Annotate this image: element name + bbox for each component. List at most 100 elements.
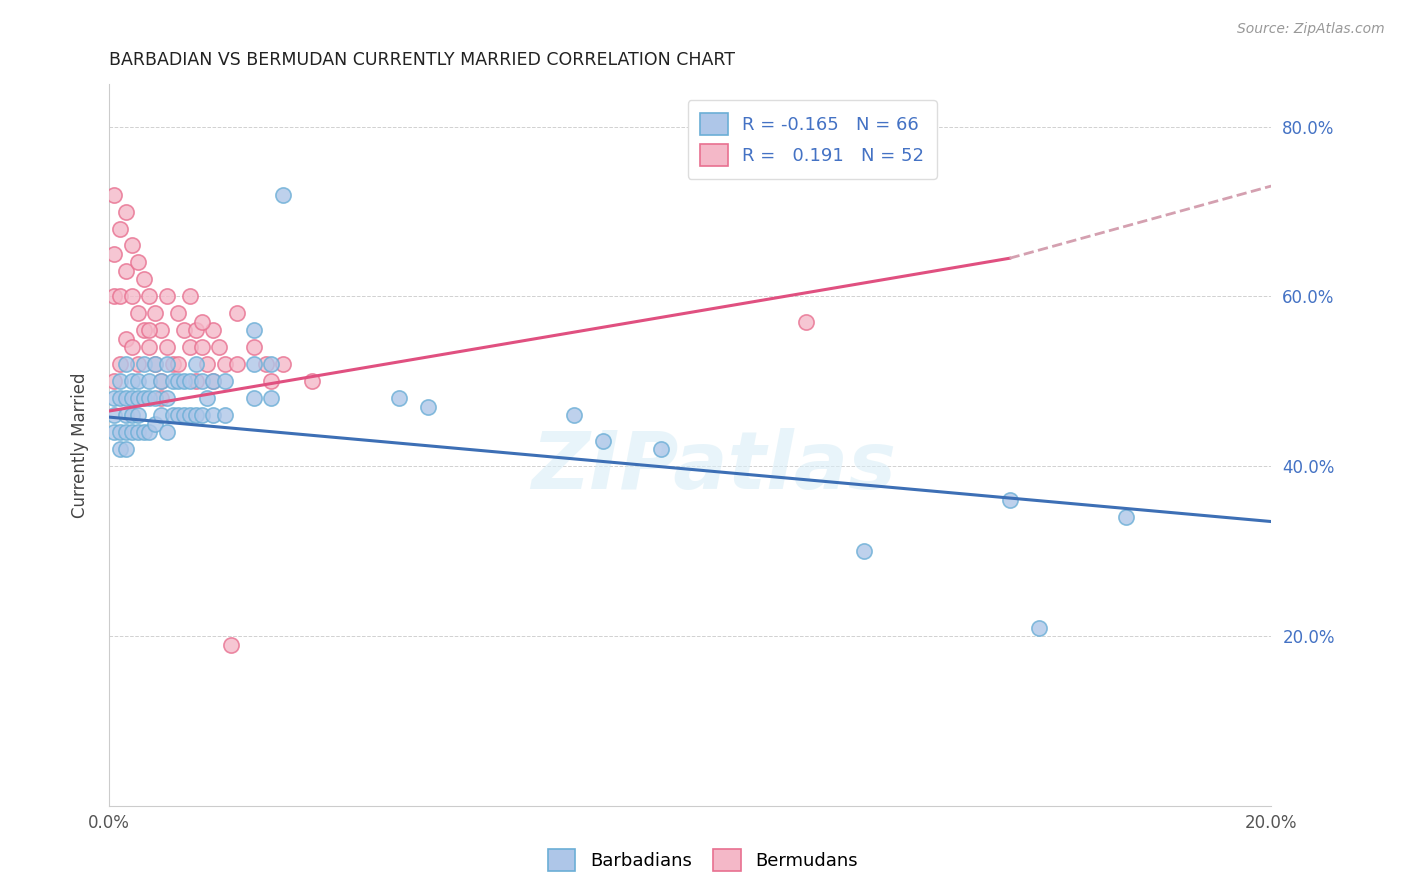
Point bbox=[110, 289, 132, 303]
Point bbox=[998, 493, 1021, 508]
Legend: R = -0.165   N = 66, R =   0.191   N = 52: R = -0.165 N = 66, R = 0.191 N = 52 bbox=[688, 101, 936, 178]
Point bbox=[150, 375, 173, 389]
Point bbox=[156, 392, 179, 406]
Point bbox=[260, 392, 283, 406]
Legend: Barbadians, Bermudans: Barbadians, Bermudans bbox=[541, 842, 865, 879]
Point bbox=[143, 417, 166, 431]
Point bbox=[243, 340, 266, 354]
Point bbox=[167, 358, 190, 372]
Point bbox=[271, 187, 294, 202]
Point bbox=[110, 375, 132, 389]
Text: BARBADIAN VS BERMUDAN CURRENTLY MARRIED CORRELATION CHART: BARBADIAN VS BERMUDAN CURRENTLY MARRIED … bbox=[108, 51, 735, 69]
Point bbox=[162, 375, 184, 389]
Point bbox=[156, 289, 179, 303]
Point bbox=[103, 425, 125, 440]
Point bbox=[143, 358, 166, 372]
Point bbox=[143, 306, 166, 320]
Point bbox=[260, 375, 283, 389]
Point bbox=[121, 425, 143, 440]
Point bbox=[121, 340, 143, 354]
Point bbox=[103, 289, 125, 303]
Point bbox=[562, 409, 585, 423]
Point bbox=[121, 238, 143, 252]
Point bbox=[388, 392, 411, 406]
Point bbox=[260, 358, 283, 372]
Point bbox=[138, 375, 160, 389]
Point bbox=[190, 315, 212, 329]
Point bbox=[173, 375, 195, 389]
Point bbox=[243, 392, 266, 406]
Point bbox=[115, 264, 138, 278]
Point bbox=[156, 425, 179, 440]
Point bbox=[150, 392, 173, 406]
Point bbox=[179, 409, 201, 423]
Point bbox=[110, 221, 132, 235]
Point bbox=[121, 392, 143, 406]
Point bbox=[115, 392, 138, 406]
Point bbox=[127, 425, 149, 440]
Text: ZIPatlas: ZIPatlas bbox=[530, 428, 896, 506]
Point bbox=[167, 375, 190, 389]
Point bbox=[202, 375, 225, 389]
Point bbox=[132, 392, 155, 406]
Point bbox=[150, 323, 173, 337]
Point bbox=[138, 392, 160, 406]
Point bbox=[219, 638, 242, 652]
Point bbox=[592, 434, 614, 448]
Point bbox=[202, 323, 225, 337]
Point bbox=[184, 375, 207, 389]
Point bbox=[115, 358, 138, 372]
Point bbox=[103, 409, 125, 423]
Point bbox=[115, 442, 138, 457]
Point bbox=[162, 409, 184, 423]
Point bbox=[243, 358, 266, 372]
Point bbox=[225, 306, 247, 320]
Point bbox=[208, 340, 231, 354]
Point bbox=[225, 358, 247, 372]
Point bbox=[110, 358, 132, 372]
Point bbox=[121, 409, 143, 423]
Point bbox=[202, 409, 225, 423]
Point bbox=[214, 358, 236, 372]
Point bbox=[197, 358, 219, 372]
Point bbox=[179, 375, 201, 389]
Point bbox=[173, 323, 195, 337]
Point bbox=[184, 409, 207, 423]
Point bbox=[132, 425, 155, 440]
Point bbox=[197, 392, 219, 406]
Point bbox=[150, 375, 173, 389]
Point bbox=[190, 340, 212, 354]
Point bbox=[853, 544, 876, 558]
Point bbox=[167, 306, 190, 320]
Point bbox=[115, 204, 138, 219]
Point bbox=[115, 425, 138, 440]
Point bbox=[127, 375, 149, 389]
Point bbox=[110, 392, 132, 406]
Point bbox=[162, 358, 184, 372]
Y-axis label: Currently Married: Currently Married bbox=[72, 372, 89, 518]
Point bbox=[127, 358, 149, 372]
Point bbox=[190, 375, 212, 389]
Point bbox=[214, 375, 236, 389]
Point bbox=[121, 289, 143, 303]
Point bbox=[179, 289, 201, 303]
Point bbox=[156, 358, 179, 372]
Point bbox=[110, 425, 132, 440]
Point bbox=[156, 340, 179, 354]
Point bbox=[127, 255, 149, 269]
Point bbox=[103, 247, 125, 261]
Point bbox=[190, 409, 212, 423]
Point bbox=[254, 358, 277, 372]
Point bbox=[143, 358, 166, 372]
Point bbox=[202, 375, 225, 389]
Point bbox=[138, 340, 160, 354]
Point bbox=[138, 425, 160, 440]
Point bbox=[794, 315, 817, 329]
Point bbox=[173, 409, 195, 423]
Point bbox=[1115, 510, 1137, 524]
Point bbox=[184, 358, 207, 372]
Point bbox=[650, 442, 672, 457]
Point bbox=[103, 375, 125, 389]
Point bbox=[150, 409, 173, 423]
Point bbox=[138, 323, 160, 337]
